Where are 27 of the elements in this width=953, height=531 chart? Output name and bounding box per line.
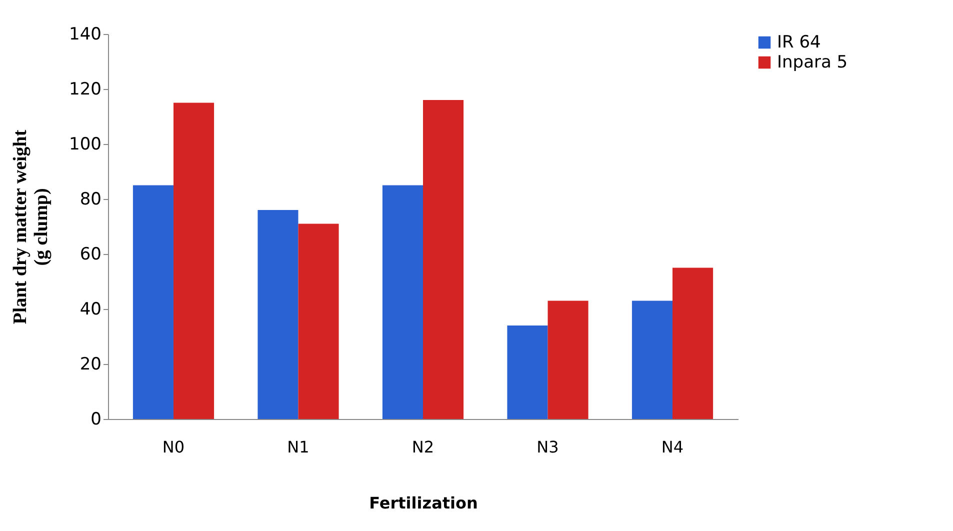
x-tick-label: N0 <box>162 438 185 456</box>
bar <box>298 224 339 419</box>
y-tick-label: 100 <box>69 134 102 154</box>
bar <box>548 300 588 419</box>
x-tick-label: N3 <box>536 438 559 456</box>
y-axis-title: Plant dry matter weight (g clump) <box>10 129 52 324</box>
bar <box>173 102 214 419</box>
bar <box>423 100 464 419</box>
y-tick-label: 40 <box>80 300 102 320</box>
x-tick-label: N4 <box>661 438 684 456</box>
x-tick-label: N1 <box>287 438 310 456</box>
y-tick-label: 140 <box>69 24 102 44</box>
y-tick-label: 20 <box>80 354 102 374</box>
bar <box>132 185 174 419</box>
y-tick-label: 60 <box>80 244 102 264</box>
legend-label: IR 64 <box>777 32 821 52</box>
legend-label: Inpara 5 <box>777 52 848 72</box>
bar <box>672 268 714 419</box>
x-tick-label: N2 <box>412 438 434 456</box>
bar <box>507 326 548 419</box>
bar <box>632 300 673 419</box>
bar <box>258 210 298 419</box>
y-tick-label: 0 <box>90 410 102 430</box>
x-axis-title: Fertilization <box>369 494 478 512</box>
y-tick-label: 80 <box>80 190 102 210</box>
y-tick-label: 120 <box>69 80 102 100</box>
bar <box>382 185 423 419</box>
